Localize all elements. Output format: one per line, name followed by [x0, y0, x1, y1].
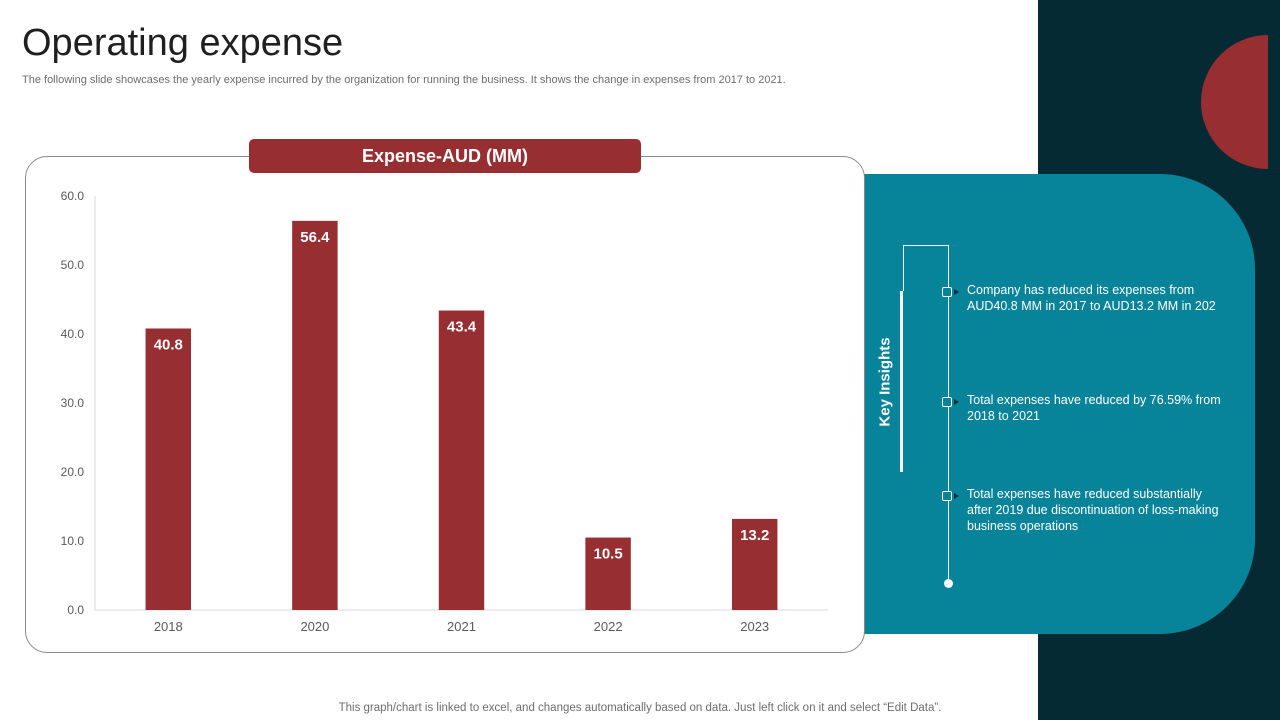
x-tick-label: 2020 [300, 619, 329, 634]
insight-marker-icon [942, 287, 952, 297]
insight-arrow-icon [954, 399, 959, 405]
bar-2022[interactable] [585, 537, 631, 610]
insights-bracket [903, 245, 948, 291]
y-tick-label: 40.0 [61, 327, 85, 341]
bar-2020[interactable] [292, 220, 338, 610]
insights-heading-bar [900, 291, 903, 472]
x-axis-labels: 2018 2020 2021 2022 2023 [154, 619, 769, 634]
bars [145, 220, 778, 610]
y-tick-label: 10.0 [61, 534, 85, 548]
y-tick-label: 50.0 [61, 258, 85, 272]
bar-value-label: 40.8 [154, 336, 183, 353]
insight-arrow-icon [954, 289, 959, 295]
insight-marker-icon [942, 397, 952, 407]
timeline-end-dot [944, 579, 953, 588]
insights-panel [855, 174, 1255, 634]
y-tick-label: 20.0 [61, 465, 85, 479]
insight-text: Total expenses have reduced substantiall… [967, 487, 1219, 533]
x-tick-label: 2018 [154, 619, 183, 634]
y-tick-label: 30.0 [61, 396, 85, 410]
bar-value-label: 13.2 [740, 527, 769, 544]
bar-value-label: 56.4 [300, 229, 330, 246]
x-tick-label: 2021 [447, 619, 476, 634]
page-subtitle: The following slide showcases the yearly… [22, 74, 786, 86]
insights-timeline [948, 245, 949, 583]
bar-2021[interactable] [438, 310, 485, 610]
x-tick-label: 2022 [594, 619, 623, 634]
y-tick-label: 0.0 [67, 603, 84, 617]
insight-text: Total expenses have reduced by 76.59% fr… [967, 393, 1221, 423]
insight-text: Company has reduced its expenses from AU… [967, 283, 1216, 313]
bar-2023[interactable] [731, 518, 778, 610]
page-title: Operating expense [22, 22, 344, 64]
insight-marker-icon [942, 491, 952, 501]
bar-value-labels: 40.8 56.4 43.4 10.5 13.2 [154, 229, 770, 563]
bar-value-label: 10.5 [593, 546, 622, 563]
chart-title-banner: Expense-AUD (MM) [249, 139, 641, 173]
bar-value-label: 43.4 [447, 319, 477, 336]
insight-arrow-icon [954, 493, 959, 499]
bar-2018[interactable] [145, 328, 192, 610]
footer-note: This graph/chart is linked to excel, and… [338, 702, 942, 714]
y-tick-label: 60.0 [61, 189, 85, 203]
y-axis-labels: 0.0 10.0 20.0 30.0 40.0 50.0 60.0 [61, 189, 85, 617]
x-tick-label: 2023 [740, 619, 769, 634]
insights-heading: Key Insights [876, 337, 894, 427]
